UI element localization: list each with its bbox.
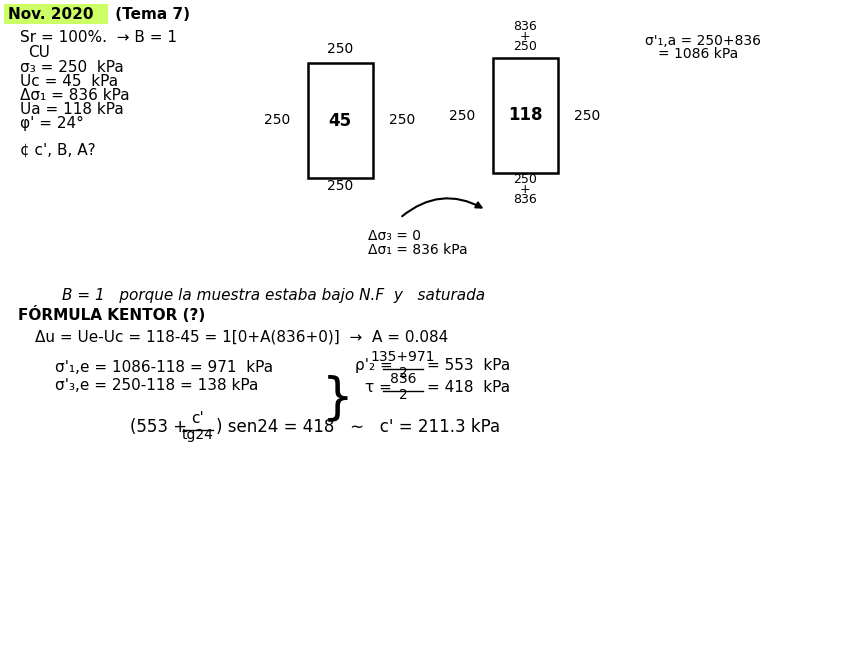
Text: Δσ₃ = 0: Δσ₃ = 0: [368, 229, 421, 243]
Text: tg24: tg24: [182, 428, 214, 442]
Text: ρ'₂ =: ρ'₂ =: [355, 358, 393, 373]
Text: Δσ₁ = 836 kPa: Δσ₁ = 836 kPa: [20, 88, 130, 103]
Text: = 418  kPa: = 418 kPa: [427, 380, 510, 395]
FancyBboxPatch shape: [4, 4, 108, 24]
Text: (Tema 7): (Tema 7): [110, 7, 190, 22]
Text: 836: 836: [513, 20, 537, 33]
Text: (553 +: (553 +: [130, 418, 187, 436]
Text: σ'₃,e = 250-118 = 138 kPa: σ'₃,e = 250-118 = 138 kPa: [55, 378, 259, 393]
Text: 2: 2: [399, 366, 407, 380]
Text: φ' = 24°: φ' = 24°: [20, 116, 84, 131]
Text: FÓRMULA KENTOR (?): FÓRMULA KENTOR (?): [18, 306, 205, 323]
Text: +: +: [520, 183, 530, 196]
Text: 250: 250: [265, 113, 291, 127]
Text: Sr = 100%.  → B = 1: Sr = 100%. → B = 1: [20, 30, 177, 45]
Text: Nov. 2020: Nov. 2020: [8, 7, 93, 22]
Text: 250: 250: [513, 40, 537, 53]
Text: 135+971: 135+971: [371, 350, 435, 364]
Text: ¢ c', B, A?: ¢ c', B, A?: [20, 143, 96, 158]
Text: 118: 118: [508, 106, 542, 125]
Bar: [308, 63, 372, 178]
Text: }: }: [322, 374, 354, 422]
Text: +: +: [520, 30, 530, 43]
Text: τ =: τ =: [365, 380, 392, 395]
Text: CU: CU: [28, 45, 50, 60]
Text: 250: 250: [574, 108, 600, 123]
Text: = 553  kPa: = 553 kPa: [427, 358, 510, 373]
Text: σ'₁,a = 250+836: σ'₁,a = 250+836: [645, 34, 761, 48]
Text: Uᴄ = 45  kPa: Uᴄ = 45 kPa: [20, 74, 118, 89]
Text: 2: 2: [399, 388, 407, 402]
Text: ) sen24 = 418   ∼   c' = 211.3 kPa: ) sen24 = 418 ∼ c' = 211.3 kPa: [216, 418, 500, 436]
Text: 250: 250: [389, 113, 416, 127]
Text: Δσ₁ = 836 kPa: Δσ₁ = 836 kPa: [368, 243, 467, 257]
Text: 250: 250: [326, 42, 353, 56]
Text: 836: 836: [513, 193, 537, 206]
Text: 45: 45: [328, 112, 352, 129]
Text: σ'₁,e = 1086-118 = 971  kPa: σ'₁,e = 1086-118 = 971 kPa: [55, 360, 273, 375]
Text: σ₃ = 250  kPa: σ₃ = 250 kPa: [20, 60, 124, 75]
Bar: [493, 58, 557, 173]
Text: 836: 836: [390, 372, 416, 386]
Text: 250: 250: [513, 173, 537, 186]
Text: B = 1   porque la muestra estaba bajo N.F  y   saturada: B = 1 porque la muestra estaba bajo N.F …: [62, 288, 485, 303]
Text: Δu = Ue-Uc = 118-45 = 1[0+A(836+0)]  →  A = 0.084: Δu = Ue-Uc = 118-45 = 1[0+A(836+0)] → A …: [35, 330, 449, 345]
Text: 250: 250: [449, 108, 476, 123]
Text: Ua = 118 kPa: Ua = 118 kPa: [20, 102, 124, 117]
Text: = 1086 kPa: = 1086 kPa: [658, 47, 739, 61]
Text: c': c': [192, 411, 204, 426]
Text: 250: 250: [326, 179, 353, 193]
